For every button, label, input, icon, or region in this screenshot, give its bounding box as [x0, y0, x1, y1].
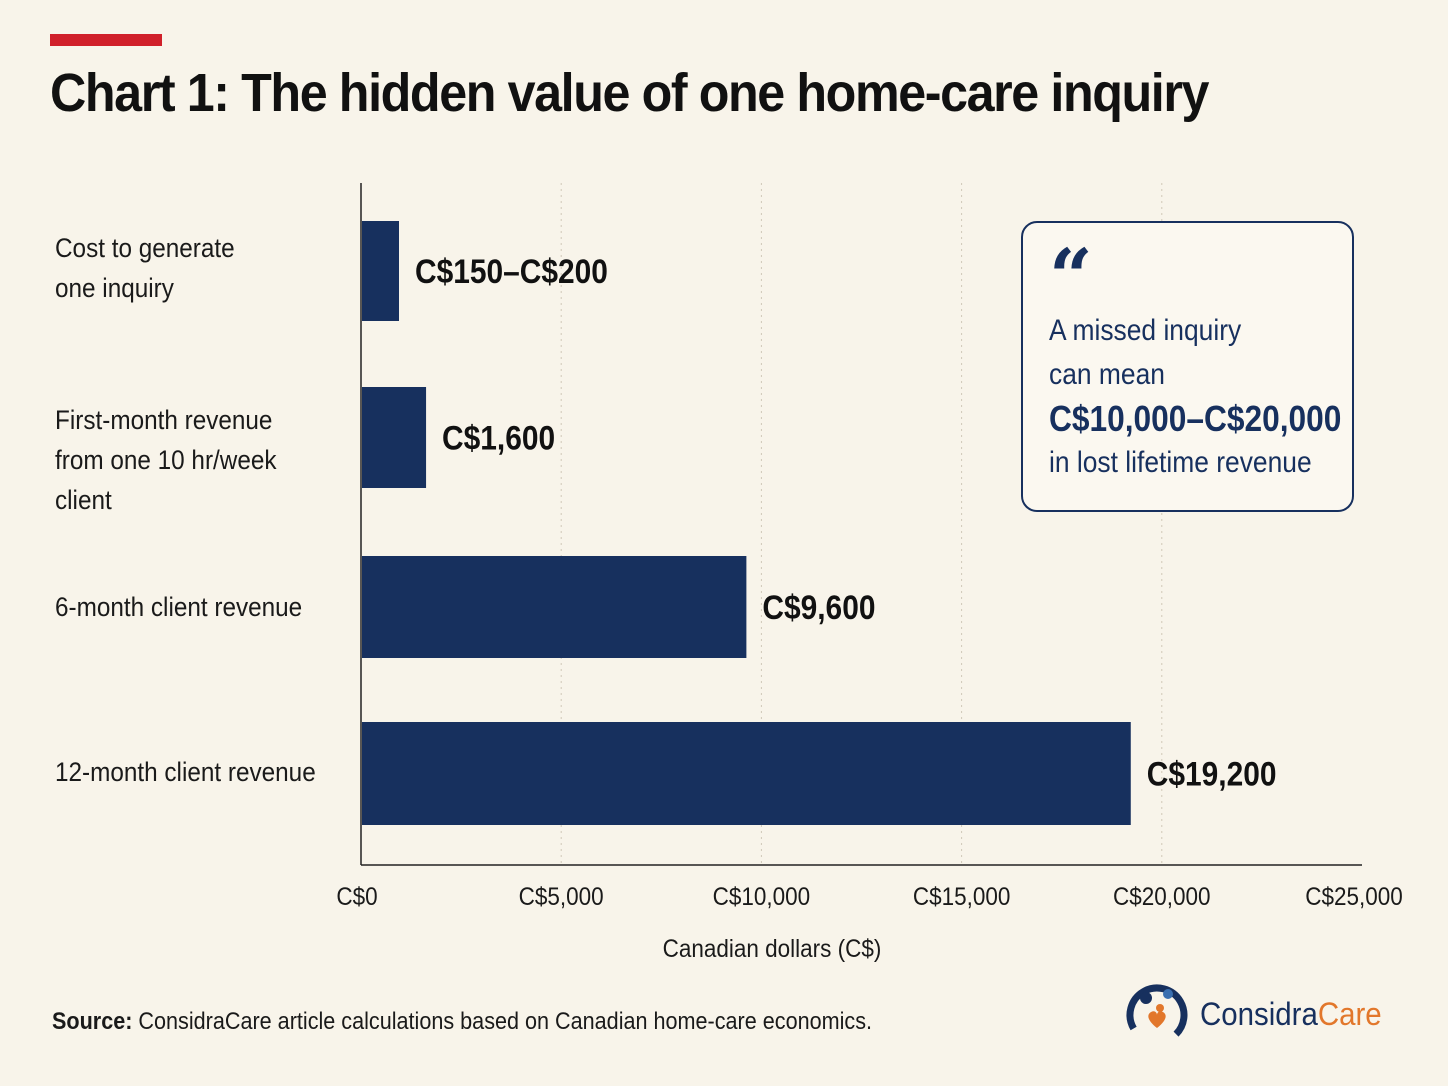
category-label-inquiry-cost-line: Cost to generate one inquiry: [55, 233, 235, 303]
callout-line-2: can mean: [1049, 358, 1165, 391]
accent-bar: [50, 34, 162, 46]
bar-value-label: C$150–C$200: [415, 252, 608, 290]
callout-box: “ A missed inquiry can mean C$10,000–C$2…: [1021, 221, 1354, 512]
category-label-6-month-line: 6-month client revenue: [55, 592, 303, 622]
bar-series: [362, 221, 1131, 825]
considracare-logo: ConsidraCare: [1124, 982, 1394, 1046]
chart-title: Chart 1: The hidden value of one home-ca…: [50, 63, 1209, 123]
category-label-inquiry-cost: Cost to generate one inquiry: [55, 228, 325, 308]
callout-text: A missed inquiry can mean C$10,000–C$20,…: [1049, 309, 1342, 485]
family-heart-icon: [1126, 984, 1188, 1044]
bar-value-label: C$1,600: [442, 419, 555, 457]
category-label-12-month-line: 12-month client revenue: [55, 757, 316, 787]
x-tick-label: C$25,000: [1305, 883, 1403, 911]
logo-word-1: Considra: [1200, 996, 1318, 1032]
x-tick-label: C$10,000: [713, 883, 811, 911]
x-tick-label: C$15,000: [913, 883, 1011, 911]
bar: [362, 221, 399, 321]
x-tick-label: C$5,000: [519, 883, 604, 911]
quote-icon: “: [1049, 232, 1093, 321]
bar-value-label: C$9,600: [762, 588, 875, 626]
x-tick-labels: C$0 C$5,000 C$10,000 C$15,000 C$20,000 C$25,0…: [336, 883, 1402, 911]
category-label-6-month: 6-month client revenue: [55, 587, 325, 627]
bar: [362, 722, 1131, 825]
callout-line-4: in lost lifetime revenue: [1049, 446, 1312, 479]
x-axis-label: Canadian dollars (C$): [663, 935, 882, 963]
category-label-12-month: 12-month client revenue: [55, 752, 325, 792]
logo-word-2: Care: [1317, 996, 1382, 1032]
bar: [362, 387, 427, 488]
x-tick-label: C$20,000: [1113, 883, 1211, 911]
source-note: Source: ConsidraCare article calculation…: [52, 1008, 872, 1036]
source-label: Source:: [52, 1008, 133, 1035]
value-labels: C$150–C$200 C$1,600 C$9,600 C$19,200: [415, 252, 1276, 793]
category-label-first-month: First-month revenue from one 10 hr/week …: [55, 400, 325, 520]
bar: [362, 556, 747, 658]
bar-value-label: C$19,200: [1147, 755, 1277, 793]
callout-highlight: C$10,000–C$20,000: [1049, 398, 1342, 439]
callout-line-1: A missed inquiry: [1049, 314, 1242, 347]
x-tick-label: C$0: [336, 883, 377, 911]
category-label-first-month-line: First-month revenue from one 10 hr/week …: [55, 405, 277, 515]
source-text: ConsidraCare article calculations based …: [132, 1008, 873, 1035]
logo-wordmark: ConsidraCare: [1200, 996, 1382, 1033]
bar-chart: C$150–C$200 C$1,600 C$9,600 C$19,200 C$0 C$5…: [336, 183, 1403, 963]
